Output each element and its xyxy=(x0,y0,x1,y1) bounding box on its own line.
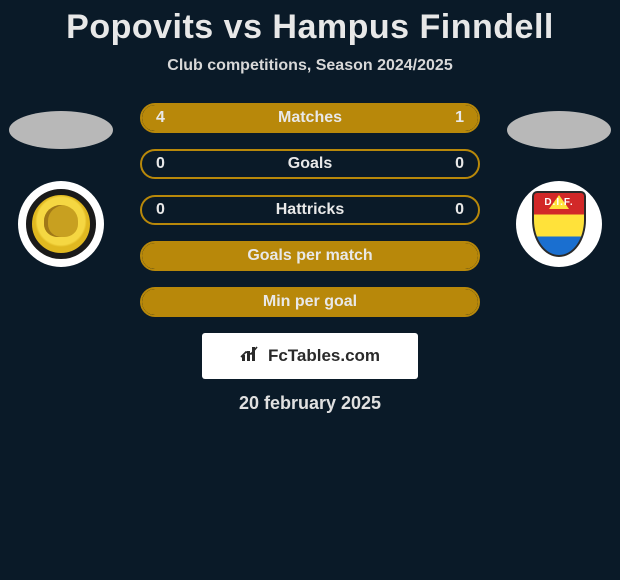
player-right-column: D.I.F. xyxy=(504,103,614,267)
stat-row: Min per goal xyxy=(140,287,480,317)
stat-row: Hattricks0 0 xyxy=(140,195,480,225)
page-title: Popovits vs Hampus Finndell xyxy=(0,8,620,47)
stat-value-left: 0 xyxy=(156,155,165,173)
stat-value-right: 0 xyxy=(455,155,464,173)
stat-label: Matches xyxy=(142,109,478,127)
stat-row: Goals per match xyxy=(140,241,480,271)
branding-text: FcTables.com xyxy=(268,346,380,366)
stat-label: Goals xyxy=(142,155,478,173)
player-right-silhouette xyxy=(507,111,611,149)
date-text: 20 february 2025 xyxy=(0,393,620,414)
stat-value-left: 4 xyxy=(156,109,165,127)
team-right-badge: D.I.F. xyxy=(516,181,602,267)
stat-label: Goals per match xyxy=(142,247,478,265)
stat-row: Goals0 0 xyxy=(140,149,480,179)
stat-value-right: 1 xyxy=(455,109,464,127)
stat-value-right: 0 xyxy=(455,201,464,219)
comparison-bars: Matches41Goals00Hattricks00Goals per mat… xyxy=(140,103,480,317)
stat-row: Matches4 1 xyxy=(140,103,480,133)
team-right-badge-text: D.I.F. xyxy=(534,197,584,208)
bar-chart-icon xyxy=(240,345,262,368)
stat-label: Min per goal xyxy=(142,293,478,311)
comparison-card: Popovits vs Hampus Finndell Club competi… xyxy=(0,0,620,414)
team-left-badge-icon xyxy=(26,189,96,259)
main-area: D.I.F. Matches41Goals00Hattricks00Goals … xyxy=(0,103,620,414)
player-left-silhouette xyxy=(9,111,113,149)
stat-value-left: 0 xyxy=(156,201,165,219)
subtitle: Club competitions, Season 2024/2025 xyxy=(0,57,620,75)
team-left-badge xyxy=(18,181,104,267)
branding-box: FcTables.com xyxy=(202,333,418,379)
team-right-badge-icon: D.I.F. xyxy=(530,188,588,260)
stat-label: Hattricks xyxy=(142,201,478,219)
player-left-column xyxy=(6,103,116,267)
